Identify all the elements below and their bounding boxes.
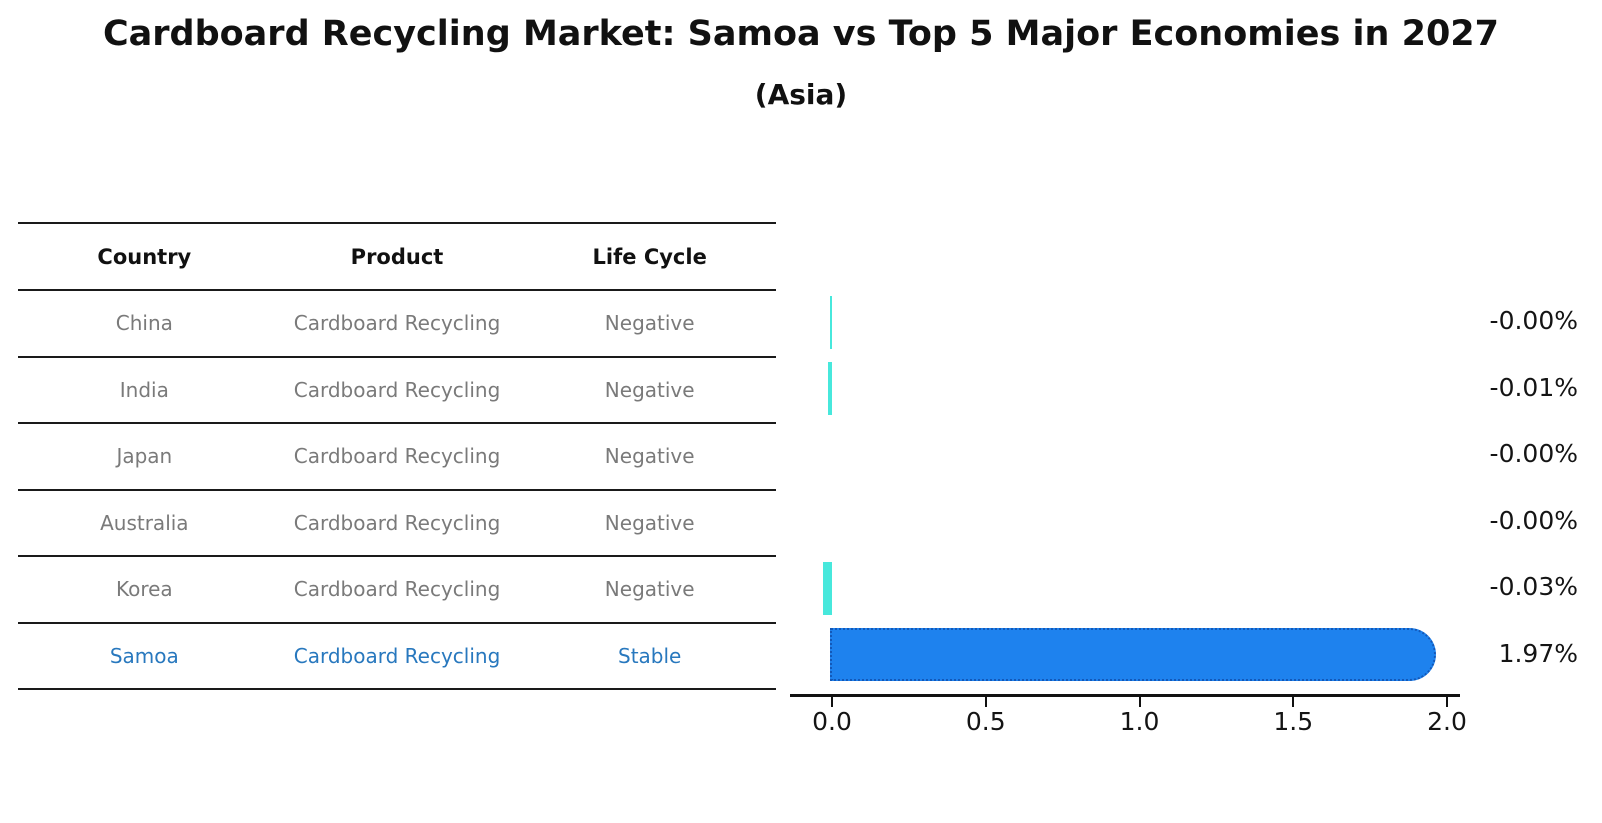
cell-product: Cardboard Recycling <box>293 643 501 668</box>
x-axis <box>790 694 1460 697</box>
x-axis-tick <box>1292 697 1295 707</box>
value-bar <box>822 561 832 615</box>
x-axis-tick <box>831 697 833 707</box>
table-row: Korea Cardboard Recycling Negative <box>18 555 776 622</box>
cell-life-cycle: Negative <box>604 510 695 535</box>
table-header-row: Country Product Life Cycle <box>18 222 776 289</box>
value-bar <box>830 295 832 349</box>
x-axis-tick <box>984 697 987 707</box>
cell-country: China <box>115 311 173 336</box>
table-row: China Cardboard Recycling Negative <box>18 289 776 356</box>
cell-life-cycle: Negative <box>604 311 695 336</box>
country-table: Country Product Life Cycle China Cardboa… <box>18 222 776 690</box>
cell-product: Cardboard Recycling <box>293 577 501 602</box>
x-axis-tick-label: 2.0 <box>1427 707 1467 736</box>
chart-title: Cardboard Recycling Market: Samoa vs Top… <box>102 14 1500 54</box>
column-header-life-cycle: Life Cycle <box>592 244 707 269</box>
x-axis-tick <box>1446 697 1448 707</box>
x-axis-tick-label: 0.5 <box>965 707 1006 736</box>
cell-product: Cardboard Recycling <box>293 444 501 469</box>
cell-product: Cardboard Recycling <box>293 311 501 336</box>
cell-country: Japan <box>116 444 173 469</box>
cell-product: Cardboard Recycling <box>293 377 501 402</box>
cell-life-cycle: Negative <box>604 577 695 602</box>
cell-country: India <box>119 377 169 402</box>
cell-life-cycle: Stable <box>618 643 682 668</box>
cell-life-cycle: Negative <box>604 444 695 469</box>
chart-subtitle: (Asia) <box>754 78 848 111</box>
bar-value-label: -0.03% <box>1489 572 1578 602</box>
cell-country: Korea <box>115 577 173 602</box>
cell-life-cycle: Negative <box>604 377 695 402</box>
x-axis-tick <box>1138 697 1141 707</box>
bar-value-label: 1.97% <box>1498 638 1578 668</box>
value-bar <box>830 628 1436 682</box>
bar-value-label: -0.00% <box>1489 306 1578 336</box>
cell-product: Cardboard Recycling <box>293 510 501 535</box>
column-header-country: Country <box>97 244 192 269</box>
table-row: Japan Cardboard Recycling Negative <box>18 422 776 489</box>
value-bar <box>828 362 832 416</box>
cell-country: Samoa <box>109 643 179 668</box>
x-axis-tick-label: 1.5 <box>1273 707 1314 736</box>
bar-value-label: -0.00% <box>1489 439 1578 469</box>
bar-value-label: -0.00% <box>1489 505 1578 535</box>
column-header-product: Product <box>350 244 444 269</box>
cell-country: Australia <box>100 510 189 535</box>
table-row: India Cardboard Recycling Negative <box>18 355 776 423</box>
table-row: Samoa Cardboard Recycling Stable <box>18 621 776 690</box>
table-row: Australia Cardboard Recycling Negative <box>18 488 776 556</box>
x-axis-tick-label: 1.0 <box>1119 707 1160 736</box>
x-axis-tick-label: 0.0 <box>812 707 852 736</box>
bar-value-label: -0.01% <box>1489 372 1578 402</box>
